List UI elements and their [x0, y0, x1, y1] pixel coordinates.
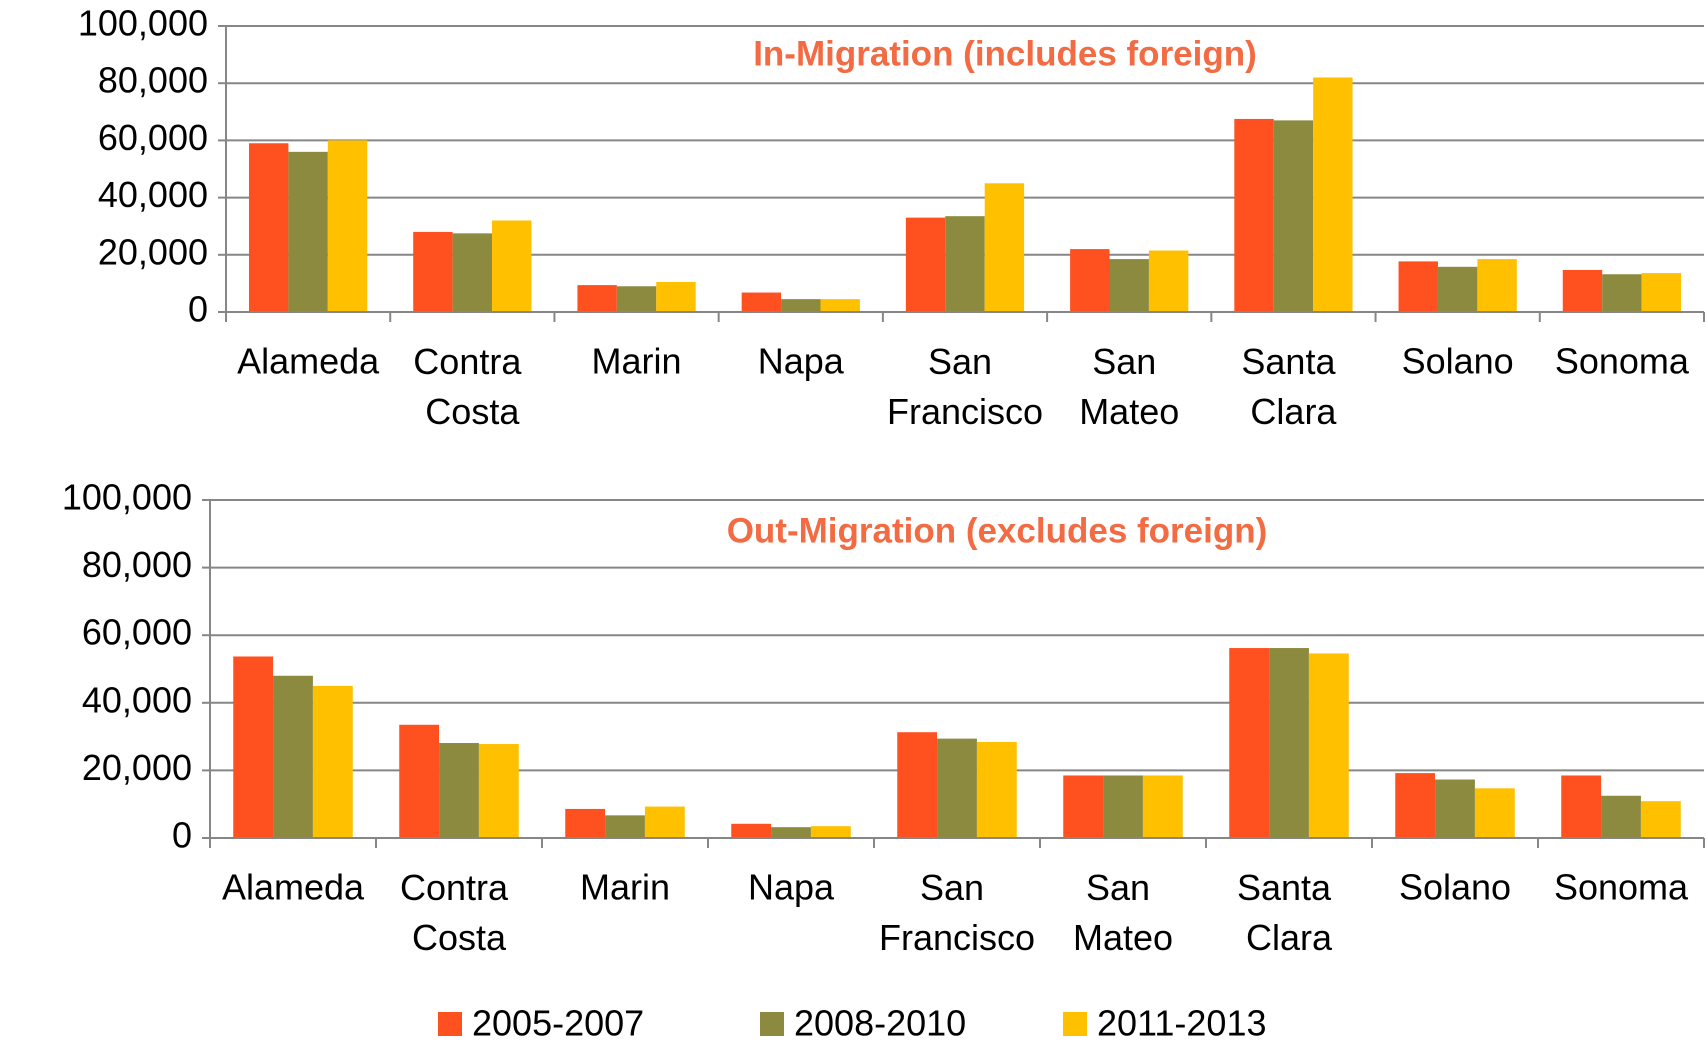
y-tick-label: 60,000 — [82, 612, 192, 653]
y-tick-label: 0 — [188, 289, 208, 330]
bar — [1070, 249, 1110, 312]
bar — [1109, 259, 1149, 312]
bar — [1313, 77, 1353, 312]
bar — [1148, 250, 1189, 312]
bar — [945, 216, 985, 312]
y-tick-label: 40,000 — [98, 174, 208, 215]
bar — [1562, 269, 1603, 312]
legend-label: 2011-2013 — [1097, 1003, 1267, 1044]
bar — [905, 217, 946, 312]
bar — [1602, 274, 1642, 312]
y-tick-label: 0 — [172, 815, 192, 856]
y-tick-label: 80,000 — [98, 60, 208, 101]
bar — [1477, 259, 1517, 312]
x-tick-label: Contra Costa — [413, 341, 531, 432]
bar — [656, 281, 696, 312]
bar — [1308, 653, 1349, 838]
x-tick-label: Marin — [580, 867, 670, 908]
y-tick-label: 100,000 — [62, 477, 192, 518]
x-tick-label: Santa Clara — [1241, 341, 1345, 432]
chart-title: In-Migration (includes foreign) — [753, 34, 1257, 73]
bar — [810, 826, 851, 838]
legend-swatch — [1063, 1012, 1087, 1036]
bar — [1641, 273, 1682, 312]
bar — [771, 827, 811, 838]
legend-swatch — [760, 1012, 784, 1036]
bar — [327, 140, 368, 312]
x-tick-label: Alameda — [237, 341, 380, 382]
bar — [1601, 795, 1641, 838]
bar — [781, 299, 821, 312]
bar — [233, 656, 274, 838]
x-tick-label: San Francisco — [887, 341, 1043, 432]
bar — [312, 685, 353, 838]
legend-label: 2008-2010 — [794, 1003, 966, 1044]
x-tick-label: San Mateo — [1073, 867, 1173, 958]
bar — [1273, 120, 1314, 312]
x-tick-label: Sonoma — [1555, 341, 1690, 382]
bar — [478, 744, 519, 838]
bar — [644, 806, 685, 838]
bar — [288, 151, 328, 312]
bar — [439, 743, 479, 838]
y-tick-label: 20,000 — [98, 231, 208, 272]
y-tick-label: 40,000 — [82, 679, 192, 720]
bar — [1474, 788, 1515, 838]
y-tick-label: 80,000 — [82, 544, 192, 585]
bar — [1229, 648, 1270, 838]
bar — [976, 742, 1017, 838]
x-tick-label: Santa Clara — [1237, 867, 1341, 958]
bar — [1269, 648, 1309, 838]
legend-swatch — [438, 1012, 462, 1036]
bar — [1640, 801, 1681, 838]
y-tick-label: 20,000 — [82, 747, 192, 788]
x-tick-label: Solano — [1399, 867, 1511, 908]
bar — [1437, 266, 1478, 312]
bar — [1395, 773, 1436, 838]
bar — [605, 815, 645, 838]
bar — [399, 724, 440, 838]
bar — [1234, 118, 1274, 312]
bar — [1142, 775, 1183, 838]
bar — [577, 285, 617, 312]
x-tick-label: Contra Costa — [400, 867, 518, 958]
bar — [820, 299, 860, 312]
bar — [731, 823, 772, 838]
x-tick-label: Napa — [758, 341, 845, 382]
chart-title: Out-Migration (excludes foreign) — [727, 511, 1268, 550]
x-tick-label: San Francisco — [879, 867, 1035, 958]
x-tick-label: Alameda — [222, 867, 365, 908]
x-tick-label: Napa — [748, 867, 835, 908]
bar — [1103, 775, 1143, 838]
bar — [897, 732, 938, 838]
bar — [565, 808, 606, 838]
y-tick-label: 60,000 — [98, 117, 208, 158]
x-tick-label: Sonoma — [1554, 867, 1689, 908]
legend-label: 2005-2007 — [472, 1003, 644, 1044]
x-tick-label: Solano — [1402, 341, 1514, 382]
bar — [492, 220, 532, 312]
bar — [984, 183, 1025, 312]
x-tick-label: Marin — [592, 341, 682, 382]
bar — [937, 738, 977, 838]
bar — [452, 233, 493, 312]
bar — [1063, 775, 1104, 838]
bar — [1398, 261, 1438, 312]
bar — [741, 292, 782, 312]
bar — [616, 286, 657, 312]
x-tick-label: San Mateo — [1079, 341, 1179, 432]
bar — [1561, 775, 1602, 838]
bar — [248, 143, 289, 312]
y-tick-label: 100,000 — [78, 3, 208, 44]
bar — [413, 231, 453, 312]
bar — [1435, 779, 1475, 838]
bar — [273, 675, 313, 838]
